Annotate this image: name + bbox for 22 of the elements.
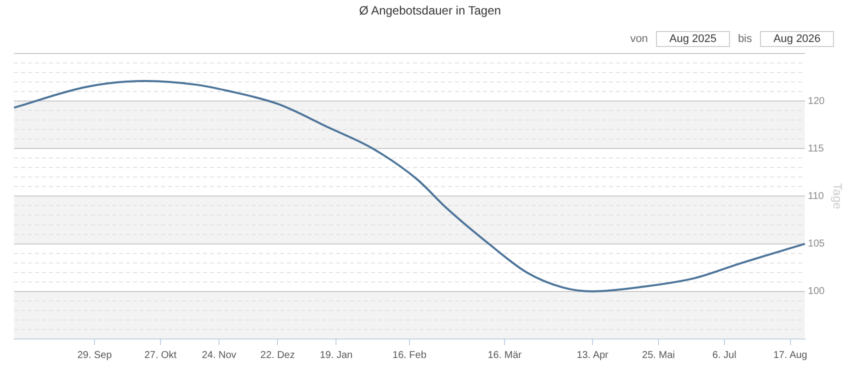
y-tick-label: 115 [808, 143, 824, 154]
y-tick-label: 105 [808, 238, 826, 250]
text: von [630, 33, 648, 45]
date-field: Aug 2025 [656, 31, 730, 47]
x-tick-label: 17. Aug [773, 350, 808, 361]
chart-title: Ø Angebotsdauer in Tagen [359, 4, 501, 18]
x-tick-label: 19. Jan [320, 350, 353, 361]
x-tick-label: 13. Apr [576, 350, 610, 361]
x-tick-label: 27. Okt [144, 350, 177, 361]
text: bis [738, 33, 752, 45]
x-tick-label: 16. Feb [392, 350, 427, 361]
x-tick-label: 29. Sep [77, 350, 112, 361]
x-tick-label: 24. Nov [202, 350, 236, 361]
y-tick-label: 100 [808, 286, 826, 298]
x-tick-label: 6. Jul [712, 350, 736, 361]
x-tick-label: 25. Mai [642, 350, 675, 361]
y-tick-label: 110 [808, 190, 824, 202]
line-series [13, 80, 806, 292]
x-tick-label: 16. Mär [488, 350, 522, 361]
x-tick-label: 22. Dez [260, 350, 295, 361]
y-tick-label: 120 [808, 96, 826, 107]
date-field: Aug 2026 [760, 31, 834, 47]
